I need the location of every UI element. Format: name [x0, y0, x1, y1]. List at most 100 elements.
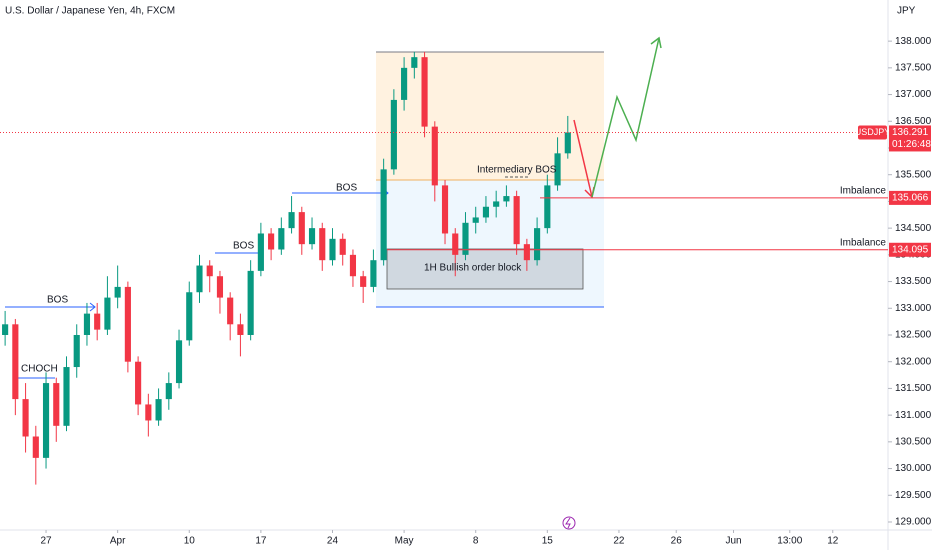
candle-body: [278, 228, 285, 250]
candle-body: [247, 270, 254, 335]
candle-body: [227, 297, 234, 325]
plot: [2, 51, 571, 485]
y-tick-label: 129.000: [895, 517, 932, 528]
candle-body: [257, 233, 264, 271]
bos-line: [5, 302, 96, 312]
x-tick-label: 15: [542, 536, 554, 547]
x-tick-label: 26: [671, 536, 683, 547]
level-price: 135.066: [892, 193, 929, 204]
candle-body: [441, 185, 449, 234]
x-tick-label: May: [395, 536, 414, 547]
candle-body: [421, 57, 428, 127]
candle-body: [22, 399, 29, 437]
candle-body: [12, 324, 19, 400]
y-tick-label: 135.500: [895, 169, 932, 180]
annotation: Intermediary BOS: [477, 165, 557, 176]
y-tick-label: 133.500: [895, 276, 932, 287]
candle-body: [339, 238, 346, 255]
candle-body: [493, 201, 500, 207]
y-axis-label: JPY: [897, 6, 916, 17]
candle-body: [42, 383, 50, 458]
candle-body: [124, 286, 131, 362]
candle-body: [135, 361, 142, 405]
candle-body: [534, 228, 541, 261]
annotation: 1H Bullish order block: [424, 263, 522, 274]
y-tick-label: 136.500: [895, 116, 932, 127]
candle-body: [114, 286, 121, 298]
level-price-box: [889, 190, 931, 205]
annotation: BOS: [47, 295, 68, 306]
event-icon-bolt: [565, 517, 571, 529]
candle-body: [73, 334, 80, 368]
countdown-label: 01:26:48: [892, 139, 931, 150]
candle-body: [462, 222, 469, 255]
y-tick-label: 134.500: [895, 223, 932, 234]
candle-body: [196, 265, 203, 293]
y-tick-label: 137.000: [895, 89, 932, 100]
chart-title: U.S. Dollar / Japanese Yen, 4h, FXCM: [5, 6, 175, 17]
y-tick-label: 132.500: [895, 330, 932, 341]
annotation: BOS: [336, 183, 357, 194]
x-tick-label: Apr: [110, 536, 126, 547]
candle-body: [268, 233, 275, 250]
x-tick-label: 22: [613, 536, 625, 547]
candle-body: [175, 340, 183, 384]
candle-body: [544, 185, 551, 229]
candle-body: [216, 276, 224, 298]
candle-body: [2, 324, 9, 335]
candle-body: [186, 292, 193, 341]
candle-body: [554, 153, 561, 186]
candle-body: [503, 196, 510, 202]
y-tick-label: 129.500: [895, 490, 932, 501]
last-price-box: [889, 125, 931, 152]
x-tick-label: 12: [827, 536, 839, 547]
last-price-label: 136.291: [892, 127, 929, 138]
y-tick-label: 138.000: [895, 36, 932, 47]
x-tick-label: Jun: [725, 536, 741, 547]
candle-body: [360, 276, 367, 287]
candle-body: [564, 132, 571, 154]
candle-body: [32, 436, 39, 458]
symbol-box: [858, 125, 887, 140]
candle-body: [390, 99, 397, 170]
candle-body: [319, 228, 326, 261]
x-tick-label: 24: [327, 536, 339, 547]
x-tick-label: 13:00: [777, 536, 802, 547]
x-tick-label: 8: [473, 536, 479, 547]
candle-body: [145, 404, 152, 421]
candle-body: [83, 313, 91, 335]
candle-body: [298, 212, 305, 245]
candle-body: [401, 67, 408, 100]
projection-up: [591, 37, 660, 198]
y-tick-label: 130.500: [895, 436, 932, 447]
candle-body: [380, 169, 387, 261]
candle-body: [523, 244, 530, 261]
x-tick-label: 10: [184, 536, 196, 547]
supply-zone: [376, 52, 604, 180]
demand-zone: [376, 180, 604, 307]
candle-body: [308, 228, 316, 245]
level-price-box: [889, 242, 931, 257]
level-label: Imbalance: [840, 237, 887, 248]
y-tick-label: 133.000: [895, 303, 932, 314]
x-tick-label: 17: [255, 536, 267, 547]
candle-body: [329, 238, 336, 261]
candle-body: [431, 126, 438, 186]
candle-body: [452, 233, 459, 255]
candle-body: [165, 383, 172, 400]
y-tick-label: 137.500: [895, 62, 932, 73]
candle-body: [94, 313, 101, 330]
y-tick-label: 131.500: [895, 383, 932, 394]
candle-body: [288, 212, 295, 229]
candle-body: [104, 297, 111, 330]
candle-body: [237, 324, 244, 335]
arrowhead: [650, 36, 662, 49]
order-block: [386, 248, 584, 290]
candle-body: [206, 265, 213, 277]
candle-body: [472, 217, 479, 223]
y-tick-label: 130.000: [895, 463, 932, 474]
event-icon[interactable]: [562, 516, 576, 530]
level-price: 134.095: [892, 244, 929, 255]
candle-body: [411, 57, 418, 68]
